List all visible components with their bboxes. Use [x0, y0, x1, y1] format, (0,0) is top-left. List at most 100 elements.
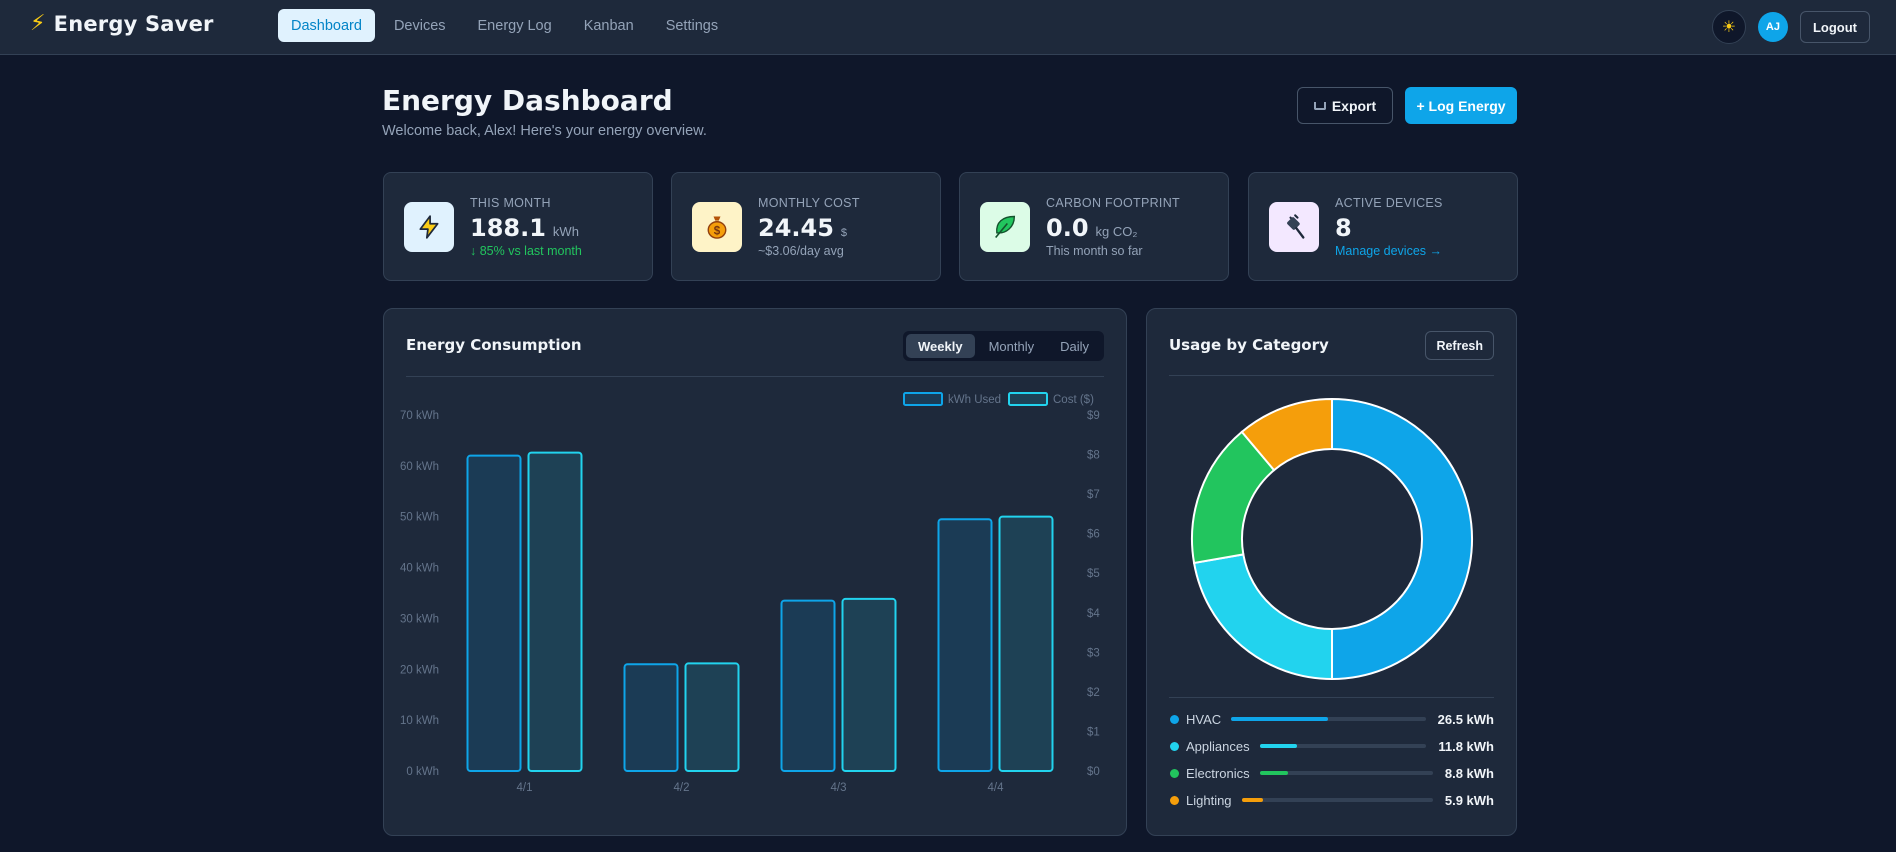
lightning-icon	[419, 215, 439, 239]
refresh-button[interactable]: Refresh	[1425, 331, 1494, 360]
stat-value-row: 188.1 kWh	[470, 214, 579, 242]
nav-settings[interactable]: Settings	[665, 17, 719, 34]
brand-name: Energy Saver	[53, 11, 214, 36]
energy-consumption-panel: Energy Consumption Weekly Monthly Daily …	[383, 308, 1127, 836]
stat-value: 0.0	[1046, 214, 1089, 242]
nav-kanban[interactable]: Kanban	[583, 17, 634, 34]
bar-kwh-4-4	[937, 518, 993, 772]
stat-unit: kWh	[552, 224, 579, 239]
stat-value-row: 8	[1335, 214, 1352, 242]
stat-value: 8	[1335, 214, 1352, 242]
y-axis-right-tick: $2	[1087, 687, 1100, 699]
category-name: Electronics	[1186, 765, 1250, 781]
top-navbar: ⚡ Energy Saver Dashboard Devices Energy …	[0, 0, 1896, 55]
panel-divider	[406, 376, 1104, 377]
category-row-electronics: Electronics 8.8 kWh	[1170, 764, 1494, 782]
page-title: Energy Dashboard	[382, 84, 673, 117]
legend-swatch	[903, 392, 943, 406]
y-axis-left-tick: 50 kWh	[400, 512, 439, 524]
donut-slice-hvac	[1331, 397, 1473, 681]
panel-divider	[1169, 375, 1494, 376]
stat-label: ACTIVE DEVICES	[1335, 196, 1443, 210]
y-axis-left-tick: 40 kWh	[400, 563, 439, 575]
stat-value: 24.45	[758, 214, 834, 242]
stat-icon-box	[980, 202, 1030, 252]
category-value: 11.8 kWh	[1438, 738, 1494, 754]
tab-weekly[interactable]: Weekly	[905, 334, 975, 358]
leaf-icon	[995, 215, 1016, 239]
avatar[interactable]: AJ	[1757, 12, 1788, 42]
brand-logo[interactable]: ⚡ Energy Saver	[30, 11, 214, 36]
y-axis-left-tick: 10 kWh	[400, 715, 439, 727]
category-progress-fill	[1231, 717, 1329, 721]
money-bag-icon: $	[707, 216, 727, 239]
manage-devices-link[interactable]: Manage devices →	[1335, 244, 1443, 258]
category-color-dot	[1170, 741, 1179, 751]
stat-label: MONTHLY COST	[758, 196, 860, 210]
theme-toggle-button[interactable]: ☀	[1711, 10, 1746, 44]
category-progress-track	[1241, 798, 1433, 802]
y-axis-left-tick: 70 kWh	[400, 410, 439, 422]
x-axis-tick: 4/1	[517, 782, 533, 794]
y-axis-right-tick: $9	[1087, 410, 1100, 422]
category-color-dot	[1170, 714, 1179, 724]
stat-card-active-devices: ACTIVE DEVICES 8 Manage devices →	[1248, 172, 1518, 281]
log-energy-button[interactable]: + Log Energy	[1405, 87, 1517, 124]
bar-cost-4-4	[998, 515, 1054, 772]
category-color-dot	[1170, 768, 1179, 778]
category-row-hvac: HVAC 26.5 kWh	[1170, 710, 1494, 728]
page-subtitle: Welcome back, Alex! Here's your energy o…	[382, 123, 707, 139]
export-button[interactable]: Export	[1297, 87, 1393, 124]
bar-kwh-4-1	[466, 454, 522, 773]
y-axis-right-tick: $8	[1087, 450, 1100, 462]
tab-daily[interactable]: Daily	[1060, 338, 1089, 354]
y-axis-right-tick: $0	[1087, 766, 1100, 778]
tab-monthly[interactable]: Monthly	[988, 338, 1035, 354]
stat-daily-average: ~$3.06/day avg	[758, 244, 844, 258]
usage-by-category-panel: Usage by Category Refresh HVAC 26.5 kWh Ap…	[1146, 308, 1517, 836]
logout-button[interactable]: Logout	[1799, 11, 1870, 43]
panel-title: Energy Consumption	[406, 336, 582, 354]
export-icon	[1313, 101, 1326, 110]
x-axis-tick: 4/4	[988, 782, 1005, 794]
category-value: 26.5 kWh	[1437, 711, 1494, 727]
y-axis-left-tick: 0 kWh	[406, 766, 439, 778]
y-axis-right-tick: $7	[1087, 489, 1100, 501]
stat-note: This month so far	[1046, 244, 1143, 258]
nav-energy-log[interactable]: Energy Log	[477, 17, 552, 34]
nav-dashboard[interactable]: Dashboard	[278, 9, 375, 42]
stat-label: CARBON FOOTPRINT	[1046, 196, 1180, 210]
export-label: Export	[1331, 97, 1377, 114]
category-value: 5.9 kWh	[1444, 792, 1494, 808]
user-controls: ☀ AJ Logout	[1711, 10, 1870, 44]
category-name: Lighting	[1186, 792, 1232, 808]
panel-title: Usage by Category	[1169, 336, 1329, 354]
category-color-dot	[1170, 795, 1179, 805]
x-axis-tick: 4/2	[674, 782, 690, 794]
lightning-icon: ⚡	[30, 11, 46, 36]
panel-divider	[1169, 697, 1494, 698]
category-progress-fill	[1259, 744, 1297, 748]
stat-card-this-month: THIS MONTH 188.1 kWh ↓ 85% vs last month	[383, 172, 653, 281]
y-axis-right-tick: $6	[1087, 529, 1100, 541]
category-name: Appliances	[1186, 738, 1250, 754]
svg-text:$: $	[714, 225, 721, 238]
bar-kwh-4-2	[623, 663, 679, 773]
legend-label: Cost ($)	[1053, 394, 1094, 406]
bar-cost-4-3	[841, 597, 897, 772]
nav-devices[interactable]: Devices	[393, 17, 446, 34]
category-progress-track	[1259, 744, 1427, 748]
category-progress-track	[1259, 771, 1433, 775]
energy-bar-chart: 0 kWh 10 kWh 20 kWh 30 kWh 40 kWh 50 kWh 60 kW…	[400, 392, 1100, 794]
legend-swatch	[1008, 392, 1048, 406]
sun-icon: ☀	[1721, 19, 1737, 36]
stat-value-row: 24.45 $	[758, 214, 847, 242]
y-axis-left-tick: 60 kWh	[400, 461, 439, 473]
stat-value-row: 0.0 kg CO₂	[1046, 214, 1137, 242]
y-axis-right-tick: $4	[1087, 608, 1100, 620]
stat-card-carbon: CARBON FOOTPRINT 0.0 kg CO₂ This month s…	[959, 172, 1229, 281]
category-value: 8.8 kWh	[1444, 765, 1494, 781]
y-axis-left-tick: 20 kWh	[400, 664, 439, 676]
category-row-lighting: Lighting 5.9 kWh	[1170, 791, 1494, 809]
y-axis-left-tick: 30 kWh	[400, 613, 439, 625]
